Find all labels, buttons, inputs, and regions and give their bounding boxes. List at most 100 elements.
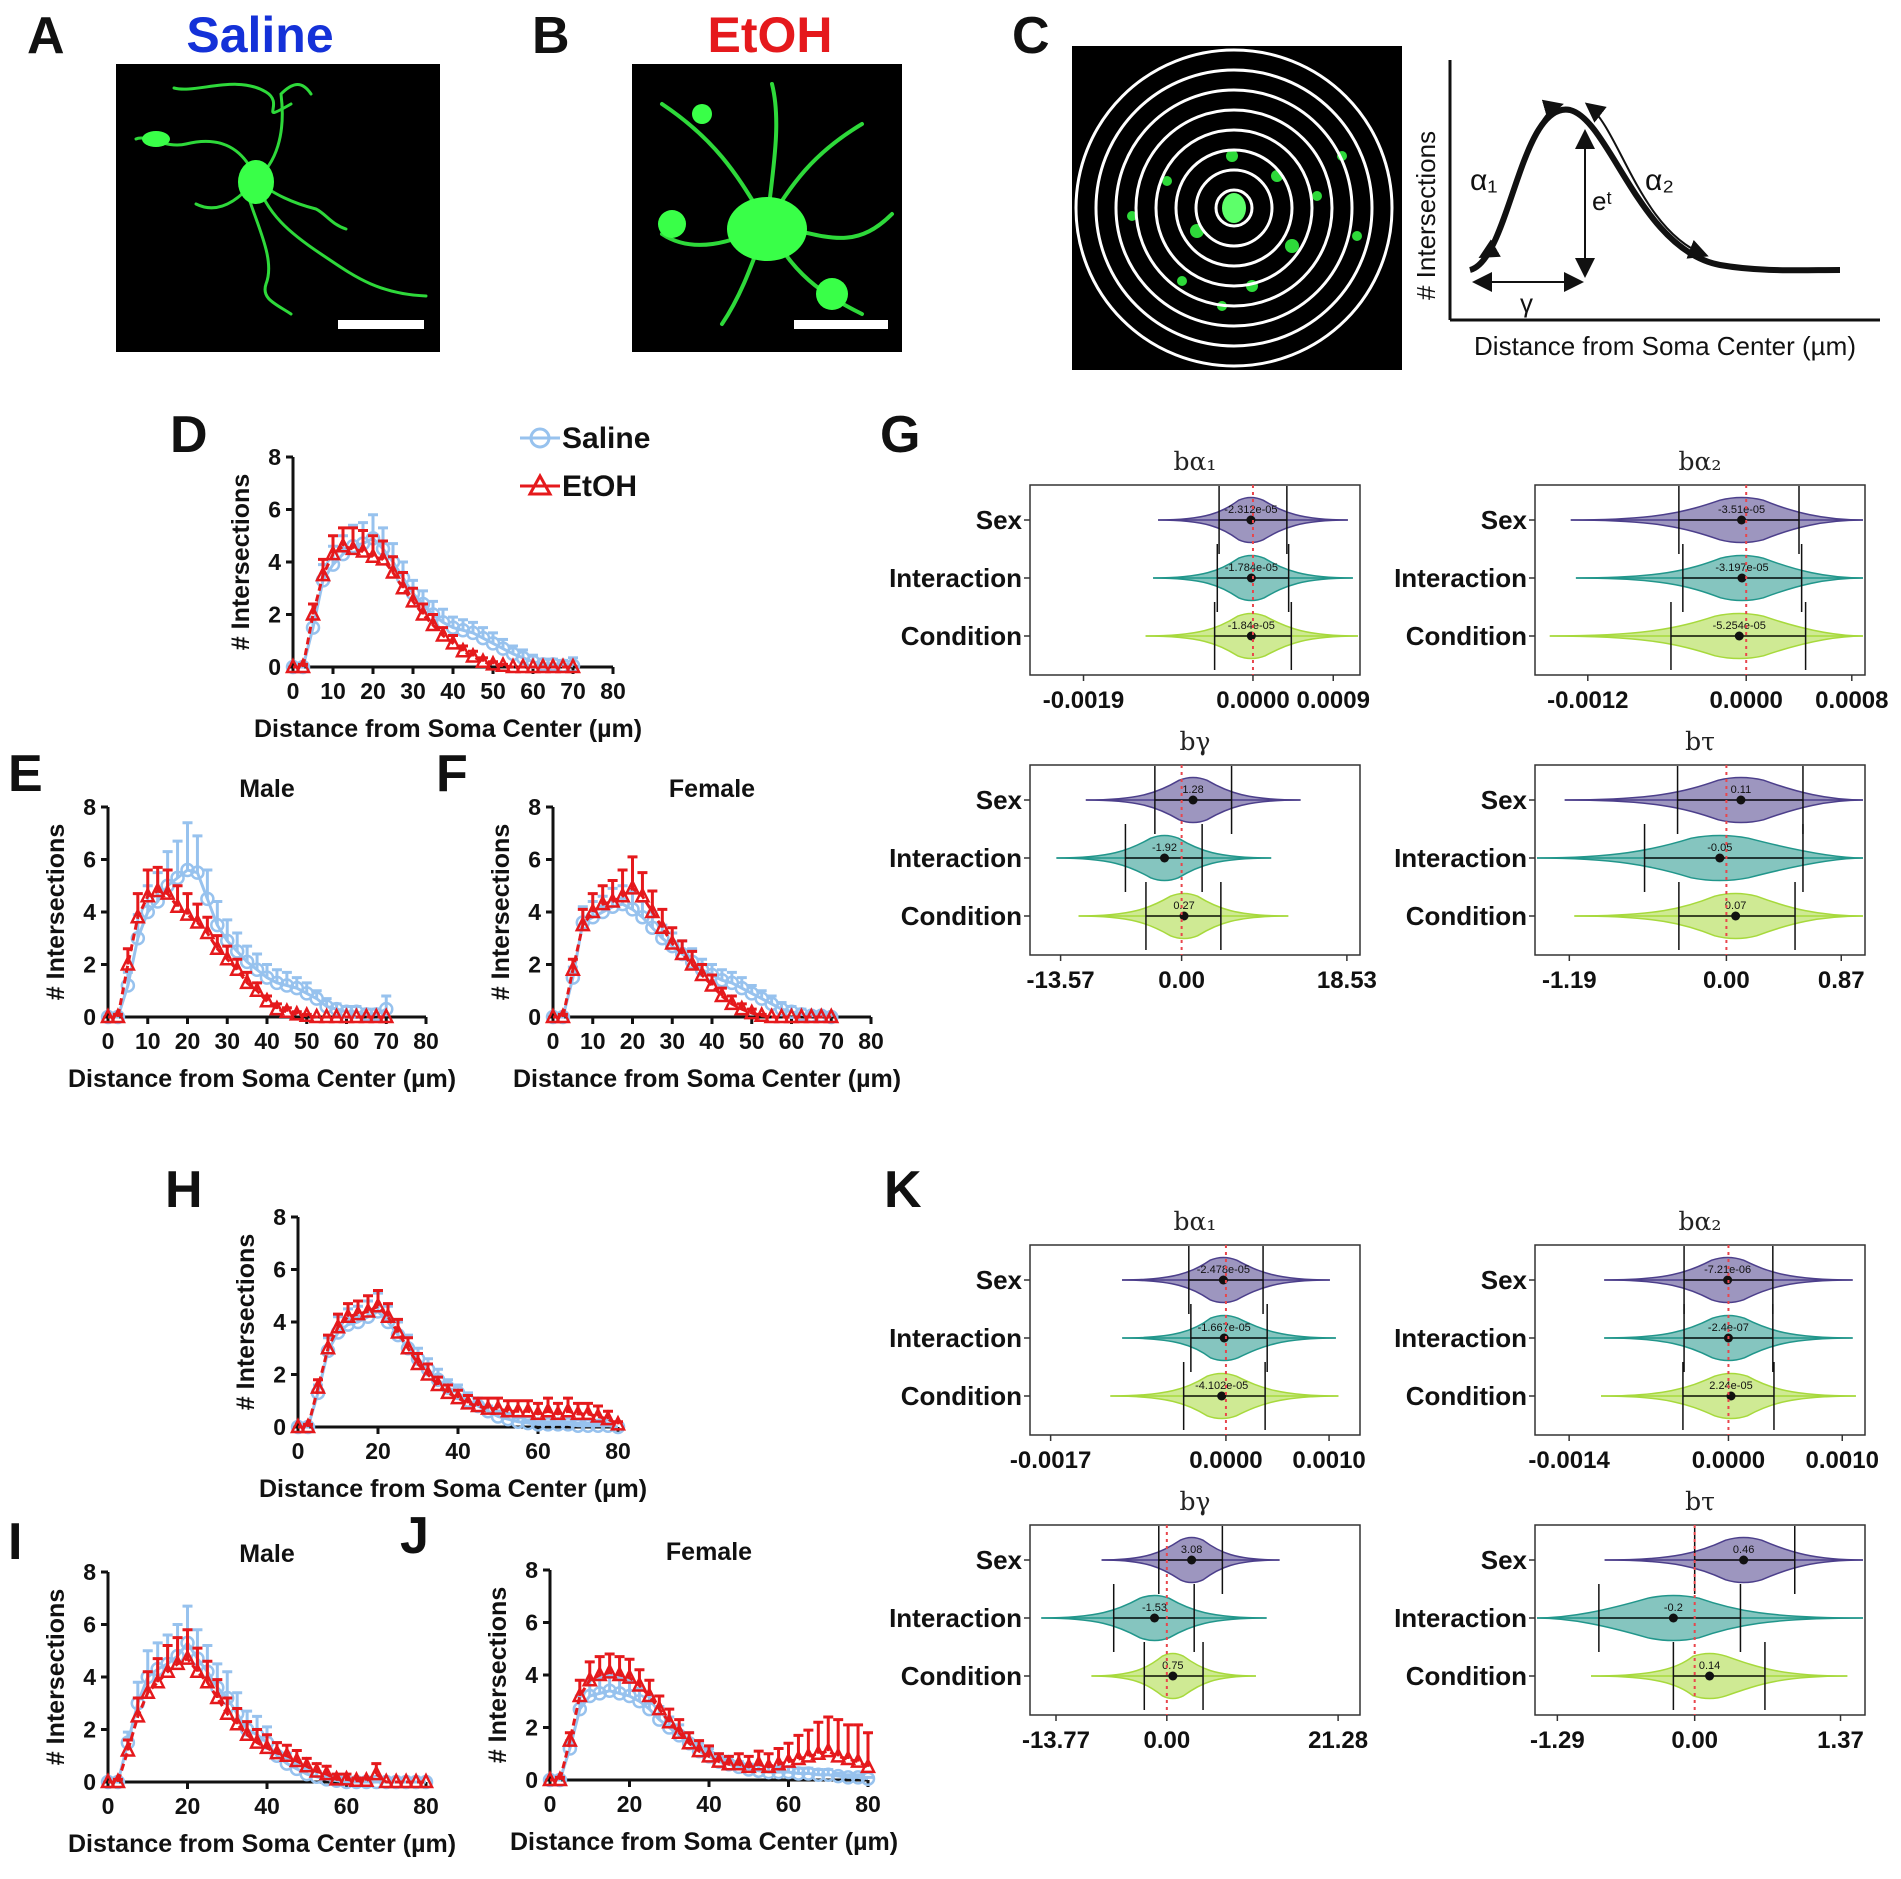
data-point-etoh: [544, 1007, 562, 1024]
data-point-etoh: [424, 615, 442, 632]
panel-letter-f: F: [436, 745, 468, 803]
etoh-title: EtOH: [707, 7, 833, 63]
data-point-etoh: [780, 1751, 797, 1768]
data-point-etoh: [514, 657, 532, 674]
x-tick-label: 20: [617, 1791, 643, 1817]
x-tick-label: 20: [175, 1793, 201, 1819]
estimate-label: -4.102e-05: [1195, 1380, 1248, 1392]
data-point-etoh: [571, 1686, 588, 1703]
data-point-saline: [269, 975, 285, 991]
estimate-label: -0.05: [1707, 842, 1732, 854]
estimate-point: [1734, 631, 1744, 641]
x-tick-label: 70: [373, 1028, 399, 1054]
row-label: Interaction: [889, 843, 1022, 873]
x-tick-label: 60: [520, 678, 546, 704]
y-tick-label: 4: [83, 899, 96, 925]
y-tick-label: 8: [528, 794, 541, 820]
panel-letter-d: D: [170, 406, 208, 464]
data-point-etoh: [539, 1401, 557, 1418]
data-point-saline: [811, 1767, 826, 1782]
series-etoh: [544, 855, 840, 1024]
data-point-etoh: [399, 1338, 417, 1355]
data-point-etoh: [139, 1682, 156, 1699]
panel-letter-a: A: [27, 7, 65, 65]
data-point-etoh: [534, 657, 552, 674]
data-point-saline: [784, 1004, 799, 1019]
data-point-etoh: [278, 1001, 295, 1018]
data-point-etoh: [624, 878, 641, 895]
y-tick-label: 6: [83, 847, 96, 873]
y-tick-label: 4: [528, 899, 541, 925]
estimate-point: [1159, 853, 1169, 863]
data-point-etoh: [459, 1393, 477, 1410]
sholl-rings-image: [1072, 46, 1402, 370]
row-label: Condition: [901, 1661, 1022, 1691]
x-tick-label: 50: [294, 1028, 320, 1054]
estimate-label: -1.84e-05: [1228, 620, 1275, 632]
estimate-point: [1668, 1613, 1678, 1623]
data-point-etoh: [549, 1404, 567, 1421]
series-saline: [100, 821, 394, 1025]
data-point-etoh: [664, 933, 681, 950]
x-tick-label: -1.19: [1542, 967, 1597, 994]
row-label: Sex: [976, 505, 1023, 535]
data-point-saline: [801, 1766, 816, 1781]
data-point-saline: [180, 862, 195, 878]
x-tick-label: 80: [600, 678, 626, 704]
data-point-saline: [625, 902, 640, 917]
data-point-saline: [590, 1418, 606, 1433]
chart-g: bα₁ -0.0019 0.0000 0.0009 Sex -2.312e-05 Inter…: [889, 447, 1888, 994]
y-tick-label: 2: [525, 1715, 538, 1741]
estimate-point: [1168, 1671, 1178, 1681]
y-tick-label: 2: [83, 952, 96, 978]
data-point-etoh: [159, 1661, 176, 1678]
data-point-etoh: [409, 1354, 427, 1371]
data-point-etoh: [284, 657, 302, 674]
data-point-etoh: [519, 1401, 537, 1418]
data-point-etoh: [444, 633, 462, 650]
data-point-etoh: [99, 1007, 117, 1024]
data-point-etoh: [494, 655, 512, 672]
data-point-etoh: [783, 1007, 800, 1024]
data-point-etoh: [374, 549, 392, 566]
row-label: Interaction: [1394, 563, 1527, 593]
data-point-etoh: [309, 1377, 327, 1394]
x-tick-label: 0.00: [1703, 967, 1750, 994]
series-line-etoh: [293, 544, 573, 669]
data-point-etoh: [644, 902, 661, 919]
data-point-etoh: [219, 1703, 236, 1720]
estimate-point: [1737, 573, 1747, 583]
data-point-saline: [612, 1686, 627, 1701]
estimate-point: [1246, 515, 1256, 525]
x-tick-label: 80: [413, 1028, 439, 1054]
estimate-label: 0.07: [1725, 900, 1746, 912]
data-point-etoh: [820, 1741, 837, 1758]
alpha1-label: α₁: [1470, 164, 1497, 197]
x-tick-label: -0.0019: [1043, 687, 1124, 714]
data-point-etoh: [149, 881, 166, 898]
data-point-saline: [329, 1001, 344, 1017]
data-point-etoh: [339, 1306, 357, 1323]
data-point-etoh: [149, 1672, 166, 1689]
data-point-etoh: [394, 578, 412, 595]
series-etoh: [99, 1628, 435, 1789]
row-label: Condition: [901, 621, 1022, 651]
data-point-etoh: [229, 959, 246, 976]
x-tick-label: 80: [605, 1438, 631, 1464]
data-point-etoh: [348, 1770, 365, 1787]
panel-letter-e: E: [8, 745, 43, 803]
data-point-saline: [279, 978, 295, 993]
data-point-saline: [130, 931, 146, 946]
x-tick-label: 60: [779, 1028, 805, 1054]
y-tick-label: 8: [83, 794, 96, 820]
data-point-saline: [249, 962, 265, 977]
data-point-etoh: [743, 1003, 760, 1020]
x-tick-label: -0.0017: [1010, 1447, 1091, 1474]
data-point-etoh: [404, 591, 422, 608]
x-tick-label: 40: [696, 1791, 722, 1817]
data-point-saline: [592, 1686, 607, 1701]
x-tick-label: 0.00: [1143, 1727, 1190, 1754]
data-point-etoh: [288, 1751, 305, 1768]
x-tick-label: 18.53: [1317, 967, 1377, 994]
data-point-etoh: [753, 1005, 770, 1022]
